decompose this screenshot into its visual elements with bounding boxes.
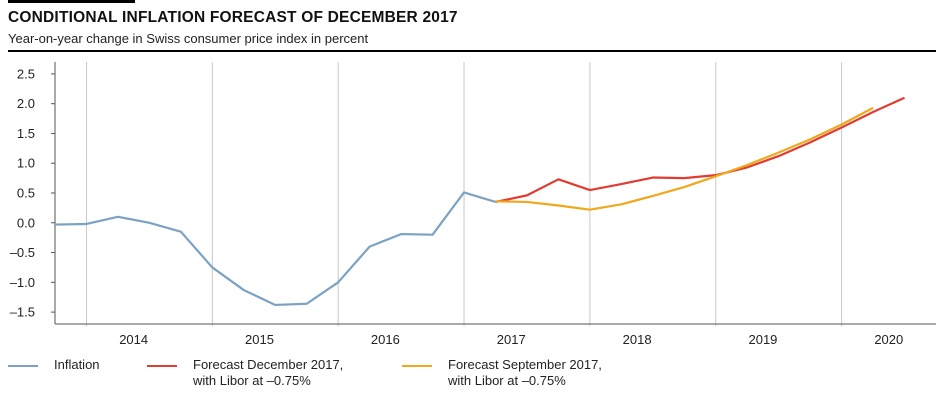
legend-label-forecast-dec-line1: Forecast December 2017, <box>193 357 344 372</box>
x-tick-label-2015: 2015 <box>245 332 274 347</box>
legend-swatch-inflation <box>8 365 38 367</box>
x-tick-label-2017: 2017 <box>497 332 526 347</box>
legend-label-forecast-sep-line2: with Libor at –0.75% <box>448 373 566 388</box>
x-tick-label-2016: 2016 <box>371 332 400 347</box>
legend-swatch-forecast-dec <box>147 365 177 367</box>
y-tick-label: 1.0 <box>17 156 35 171</box>
x-tick-label-2019: 2019 <box>748 332 777 347</box>
series-line-1 <box>495 96 905 204</box>
x-tick-label-2014: 2014 <box>119 332 148 347</box>
legend-label-forecast-sep-line1: Forecast September 2017, <box>448 357 602 372</box>
legend-label-forecast-dec: Forecast December 2017, with Libor at –0… <box>193 357 343 389</box>
chart-title: CONDITIONAL INFLATION FORECAST OF DECEMB… <box>8 9 458 26</box>
header-divider <box>8 50 936 52</box>
top-accent-rule <box>8 0 135 3</box>
y-tick-label: 0.5 <box>17 186 35 201</box>
legend-label-forecast-sep: Forecast September 2017, with Libor at –… <box>448 357 602 389</box>
y-tick-label: –1.5 <box>10 305 35 320</box>
x-tick-label-2018: 2018 <box>623 332 652 347</box>
legend-swatch-forecast-sep <box>402 365 432 367</box>
x-tick-label-2020: 2020 <box>874 332 903 347</box>
chart-subtitle: Year-on-year change in Swiss consumer pr… <box>8 31 369 46</box>
y-tick-label: –1.0 <box>10 275 35 290</box>
y-tick-label: 0.0 <box>17 215 35 230</box>
y-tick-label: 2.5 <box>17 66 35 81</box>
series-line-0 <box>54 191 496 307</box>
legend-label-forecast-dec-line2: with Libor at –0.75% <box>193 373 311 388</box>
series-line-2 <box>495 106 874 211</box>
y-tick-label: 2.0 <box>17 96 35 111</box>
y-tick-label: 1.5 <box>17 126 35 141</box>
legend-label-inflation: Inflation <box>54 357 100 372</box>
y-tick-label: –0.5 <box>10 245 35 260</box>
